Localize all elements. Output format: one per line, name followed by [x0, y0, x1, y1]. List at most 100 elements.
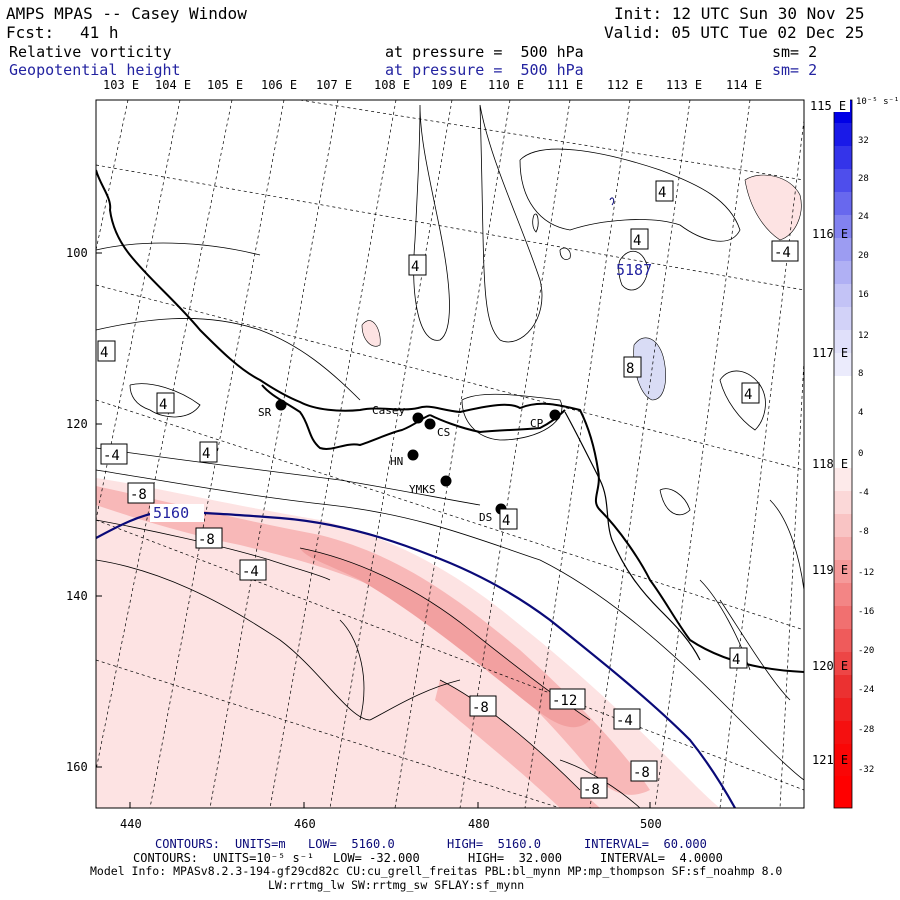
svg-text:121 E: 121 E [812, 753, 848, 767]
svg-text:4: 4 [159, 397, 167, 413]
init-time: Init: 12 UTC Sun 30 Nov 25 [614, 4, 865, 23]
vort-shade-pos8 [633, 337, 666, 401]
svg-text:119 E: 119 E [812, 563, 848, 577]
y-tick: 120 [66, 417, 88, 431]
footer-contours-1-low: LOW= 5160.0 [308, 837, 395, 851]
svg-text:4: 4 [658, 185, 666, 201]
svg-text:16: 16 [858, 290, 869, 300]
footer-contours-2-low: LOW= -32.000 [333, 851, 420, 865]
svg-text:4: 4 [0, 0, 8, 4]
field1-level: at pressure = 500 hPa [385, 43, 584, 61]
footer-model-info-2: LW:rrtmg_lw SW:rrtmg_sw SFLAY:sf_mynn [268, 878, 525, 892]
lon-label: 109 E [431, 78, 468, 92]
svg-text:115 E: 115 E [810, 99, 846, 113]
lon-label: 112 E [607, 78, 644, 92]
svg-text:8: 8 [626, 361, 634, 377]
footer-model-info: Model Info: MPASv8.2.3-194-gf29cd82c CU:… [90, 864, 783, 878]
station-label-ds: DS [479, 511, 492, 524]
svg-text:-32: -32 [858, 765, 874, 775]
field2-level: at pressure = 500 hPa [385, 61, 584, 79]
contour-label: -8 [580, 777, 608, 799]
axis-tick-marks [96, 252, 651, 808]
height-label-bg [150, 504, 204, 522]
svg-text:-16: -16 [858, 607, 874, 617]
fcst-hours: 41 h [80, 23, 119, 42]
station-label-cs: CS [437, 426, 450, 439]
footer-contours-1-high: HIGH= 5160.0 [447, 837, 541, 851]
svg-text:4: 4 [502, 513, 510, 529]
contour-label: -8 [127, 482, 155, 504]
footer-contours-1-label: CONTOURS: [155, 837, 221, 851]
contour-label: -4 [0, 0, 17, 4]
x-tick: 500 [640, 817, 662, 831]
contour-label: 4 [729, 647, 748, 669]
svg-text:-24: -24 [858, 685, 874, 695]
vort-shade-neg4-c [361, 320, 381, 347]
colorbar-labels: 10⁻⁵ s⁻¹ 32 28 24 20 16 12 8 4 0 -4 -8 -… [856, 97, 899, 775]
contour-label: 4 [156, 392, 175, 414]
lon-label: 110 E [488, 78, 525, 92]
contour-label: 4 [655, 180, 674, 202]
colorbar [833, 99, 853, 809]
lon-label: 105 E [207, 78, 244, 92]
svg-text:-4: -4 [103, 448, 120, 464]
svg-text:4: 4 [732, 652, 740, 668]
svg-text:20: 20 [858, 251, 869, 261]
vort-shade-neg4-extra [96, 478, 450, 808]
height-label-5187: 5187 [616, 261, 652, 279]
y-tick: 160 [66, 760, 88, 774]
x-tick: 480 [468, 817, 490, 831]
svg-text:-8: -8 [858, 527, 869, 537]
field1-name: Relative vorticity [9, 43, 172, 61]
svg-text:-4: -4 [858, 488, 869, 498]
station-markers [275, 399, 561, 515]
svg-text:-8: -8 [633, 765, 650, 781]
plot-frame [95, 99, 805, 809]
footer-contours-2-interval: INTERVAL= 4.0000 [600, 851, 723, 865]
svg-text:-20: -20 [858, 646, 874, 656]
svg-text:-8: -8 [583, 782, 600, 798]
svg-text:4: 4 [411, 259, 419, 275]
contour-label: -8 [630, 760, 658, 782]
contour-label: -8 [195, 527, 223, 549]
station-label-cp: CP [530, 417, 544, 430]
svg-text:-28: -28 [858, 725, 874, 735]
svg-text:-4: -4 [616, 713, 633, 729]
coastline [96, 169, 804, 673]
lon-label: 104 E [155, 78, 192, 92]
y-tick: 140 [66, 589, 88, 603]
coastline-right [564, 411, 701, 661]
footer-contours-1-interval: INTERVAL= 60.000 [584, 837, 707, 851]
field1-sm: sm= 2 [772, 43, 818, 61]
svg-text:8: 8 [858, 369, 863, 379]
svg-text:4: 4 [744, 387, 752, 403]
svg-text:-4: -4 [774, 245, 791, 261]
model-title: AMPS MPAS -- Casey Window [6, 4, 247, 23]
contour-label: 4 [408, 254, 427, 276]
station-dot-cs [424, 418, 436, 430]
lon-label: 114 E [726, 78, 763, 92]
svg-text:4: 4 [202, 446, 210, 462]
footer-contours-2-high: HIGH= 32.000 [468, 851, 562, 865]
station-label-casey: Casey [372, 404, 405, 417]
x-tick: 440 [120, 817, 142, 831]
svg-text:-4: -4 [242, 564, 259, 580]
field2-sm: sm= 2 [772, 61, 818, 79]
svg-text:4: 4 [858, 408, 863, 418]
svg-text:28: 28 [858, 174, 869, 184]
lon-label: 107 E [316, 78, 353, 92]
station-label-hn: HN [390, 455, 403, 468]
svg-text:120 E: 120 E [812, 659, 848, 673]
station-label-ymks: YMKS [409, 483, 436, 496]
coastline-casey [261, 384, 431, 450]
svg-text:-8: -8 [472, 700, 489, 716]
contour-label: -4 [100, 443, 128, 465]
lon-label: 111 E [547, 78, 584, 92]
svg-text:32: 32 [858, 136, 869, 146]
svg-text:-8: -8 [130, 487, 147, 503]
station-dot-casey [412, 412, 424, 424]
station-dot-sr [275, 399, 287, 411]
y-tick: 100 [66, 246, 88, 260]
svg-text:117 E: 117 E [812, 346, 848, 360]
